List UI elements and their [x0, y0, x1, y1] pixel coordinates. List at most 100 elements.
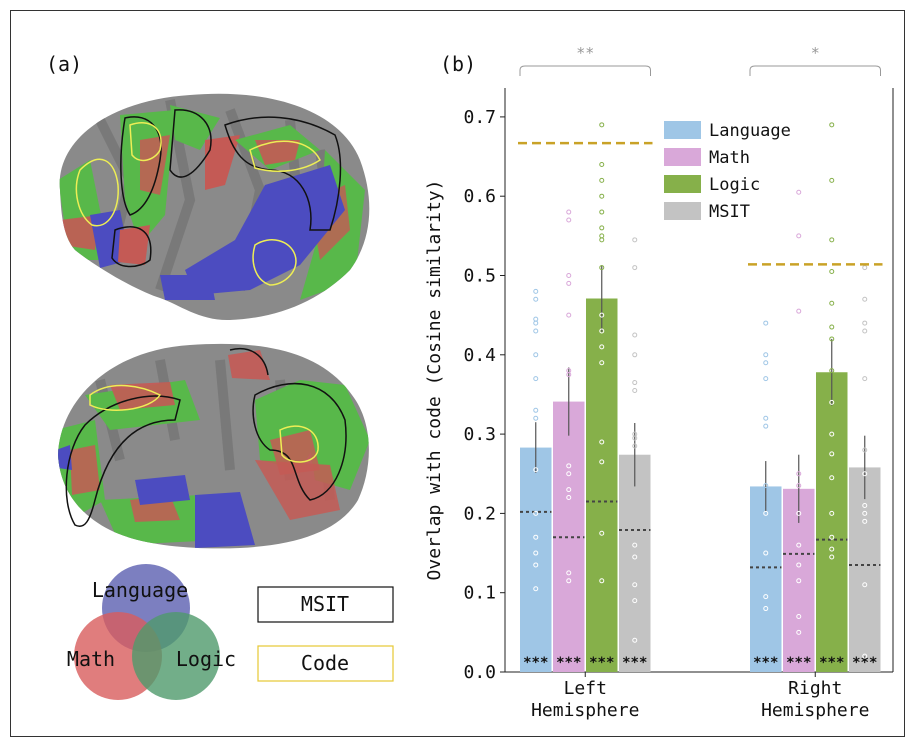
data-point: [763, 415, 769, 421]
data-point: [796, 629, 802, 635]
data-point: [763, 594, 769, 600]
bar: [619, 454, 651, 672]
data-point: [599, 225, 605, 231]
data-point: [763, 360, 769, 366]
data-point: [632, 542, 638, 548]
x-category-label: Hemisphere: [761, 700, 869, 721]
data-point: [533, 376, 539, 382]
data-point: [862, 296, 868, 302]
data-point: [862, 376, 868, 382]
bar: [816, 372, 848, 672]
data-point: [829, 475, 835, 481]
significance-label: ***: [786, 655, 811, 671]
legend-swatch: [664, 148, 701, 166]
data-point: [862, 582, 868, 588]
x-category-label: Left: [564, 678, 607, 699]
y-tick-label: 0.0: [463, 662, 496, 683]
data-point: [566, 570, 572, 576]
data-point: [763, 550, 769, 556]
legend-label: Logic: [709, 175, 760, 195]
data-point: [566, 578, 572, 584]
data-point: [796, 542, 802, 548]
bar: [586, 298, 618, 672]
outline-legend: MSIT Code: [257, 586, 394, 682]
y-tick-label: 0.1: [463, 583, 496, 604]
y-tick-label: 0.6: [463, 186, 496, 207]
y-tick-label: 0.4: [463, 345, 496, 366]
data-point: [599, 328, 605, 334]
data-point: [566, 495, 572, 501]
data-point: [566, 217, 572, 223]
data-point: [796, 471, 802, 477]
data-point: [599, 233, 605, 239]
data-point: [566, 463, 572, 469]
data-point: [599, 177, 605, 183]
msit-legend-box: [257, 586, 394, 623]
y-tick-label: 0.3: [463, 424, 496, 445]
data-point: [829, 431, 835, 437]
code-legend-box: [257, 645, 394, 682]
data-point: [599, 122, 605, 128]
data-point: [763, 510, 769, 516]
data-point: [763, 320, 769, 326]
significance-bracket: [749, 65, 881, 76]
data-point: [533, 328, 539, 334]
panel-b-label: (b): [440, 52, 477, 76]
data-point: [862, 510, 868, 516]
significance-bracket: [519, 65, 651, 76]
data-point: [533, 352, 539, 358]
data-point: [533, 316, 539, 322]
bracket-label: **: [576, 44, 594, 62]
data-point: [599, 312, 605, 318]
significance-label: ***: [753, 655, 778, 671]
data-point: [862, 328, 868, 334]
data-point: [796, 613, 802, 619]
data-point: [566, 273, 572, 278]
venn-math-label: Math: [67, 647, 115, 671]
data-point: [599, 265, 605, 271]
legend-label: Language: [709, 121, 791, 141]
data-point: [533, 510, 539, 516]
legend-swatch: [664, 202, 701, 220]
data-point: [829, 554, 835, 560]
data-point: [763, 483, 769, 489]
data-point: [533, 550, 539, 556]
data-point: [763, 606, 769, 612]
data-point: [829, 300, 835, 306]
data-point: [763, 376, 769, 382]
data-point: [632, 554, 638, 560]
legend-label: Math: [709, 148, 750, 168]
data-point: [632, 380, 638, 386]
data-point: [829, 336, 835, 342]
data-point: [533, 562, 539, 568]
data-point: [829, 534, 835, 540]
data-point: [566, 312, 572, 318]
code-legend-label: Code: [301, 651, 349, 675]
data-point: [533, 320, 539, 326]
significance-label: ***: [589, 655, 614, 671]
data-point: [533, 407, 539, 413]
data-point: [566, 209, 572, 215]
data-point: [829, 237, 835, 243]
bar: [750, 486, 782, 672]
data-point: [533, 415, 539, 421]
data-point: [599, 161, 605, 167]
data-point: [796, 233, 802, 239]
bar: [520, 447, 552, 672]
data-point: [829, 122, 835, 128]
significance-label: ***: [819, 655, 844, 671]
data-point: [533, 296, 539, 302]
legend-label: MSIT: [709, 202, 750, 222]
data-point: [632, 237, 638, 243]
data-point: [796, 189, 802, 195]
venn-language-label: Language: [92, 578, 188, 602]
data-point: [533, 534, 539, 540]
y-axis-label: Overlap with code (Cosine similarity): [424, 180, 445, 581]
data-point: [796, 562, 802, 568]
data-point: [829, 510, 835, 516]
data-point: [829, 269, 835, 275]
data-point: [599, 530, 605, 536]
y-tick-label: 0.7: [463, 107, 496, 128]
venn-diagram: Language Math Logic: [67, 564, 236, 700]
